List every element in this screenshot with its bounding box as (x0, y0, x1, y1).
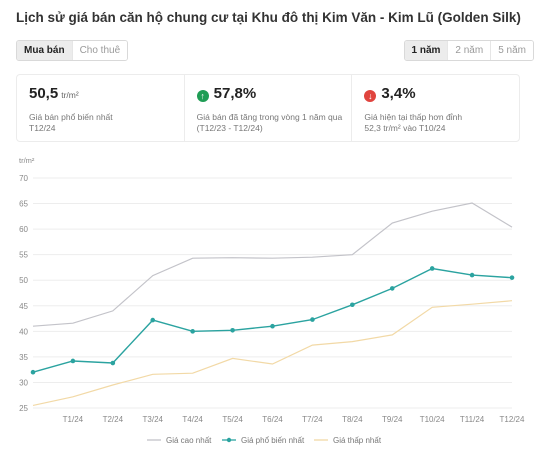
page-title: Lịch sử giá bán căn hộ chung cư tại Khu … (16, 10, 521, 25)
tab-sell[interactable]: Mua bán (17, 41, 72, 60)
stat-common-period: T12/24 (29, 123, 56, 133)
y-tick-label: 55 (19, 251, 28, 260)
x-tick-label: T6/24 (262, 415, 283, 424)
data-point-common (230, 328, 235, 333)
y-tick-label: 35 (19, 353, 28, 362)
x-tick-label: T7/24 (302, 415, 323, 424)
data-point-common (30, 369, 36, 375)
stat-increase: ↑ 57,8% Giá bán đã tăng trong vòng 1 năm… (183, 75, 352, 141)
y-tick-label: 25 (19, 404, 28, 413)
x-tick-label: T5/24 (222, 415, 243, 424)
transaction-type-toggle: Mua bán Cho thuê (16, 40, 129, 61)
stat-increase-value: 57,8% (213, 85, 257, 102)
series-line-low (32, 300, 513, 406)
time-range-toggle: 1 năm 2 năm 5 năm (403, 40, 534, 61)
legend-label-common: Giá phổ biến nhất (241, 436, 305, 445)
tab-rent[interactable]: Cho thuê (71, 41, 128, 60)
stat-increase-period: (T12/23 - T12/24) (196, 123, 263, 133)
y-tick-label: 45 (19, 302, 28, 311)
y-tick-label: 50 (19, 276, 28, 285)
price-history-chart: tr/m² 25 30 35 40 45 50 55 60 65 70 T1/24 T2/24 T3/24… (19, 156, 525, 445)
range-1-year[interactable]: 1 năm (404, 41, 448, 60)
x-tick-label: T3/24 (143, 415, 164, 424)
x-tick-label: T12/24 (500, 415, 525, 424)
stat-decrease-desc: Giá hiện tại thấp hơn đỉnh (364, 112, 463, 122)
stat-decrease: ↓ 3,4% Giá hiện tại thấp hơn đỉnh 52,3 t… (351, 75, 519, 141)
stat-increase-desc: Giá bán đã tăng trong vòng 1 năm qua (196, 112, 343, 122)
x-tick-label: T11/24 (460, 415, 485, 424)
range-2-years[interactable]: 2 năm (447, 41, 491, 60)
x-tick-label: T1/24 (63, 415, 84, 424)
series-line-high (32, 202, 513, 327)
legend-label-high: Giá cao nhất (166, 436, 212, 445)
y-tick-label: 30 (19, 378, 28, 387)
data-point-common (469, 272, 475, 278)
stat-common-unit: tr/m² (61, 90, 79, 100)
data-point-common (190, 329, 195, 334)
stats-panel: 50,5 tr/m² Giá bán phổ biến nhất T12/24 … (16, 74, 520, 142)
arrow-up-icon: ↑ (196, 90, 209, 102)
stat-common-price: 50,5 tr/m² Giá bán phổ biến nhất T12/24 (17, 75, 184, 141)
data-point-common (70, 358, 76, 364)
data-point-common (270, 323, 275, 329)
legend-marker-common (226, 437, 232, 443)
x-tick-label: T10/24 (420, 415, 445, 424)
data-point-common (110, 360, 116, 366)
x-tick-label: T2/24 (103, 415, 124, 424)
x-tick-label: T9/24 (382, 415, 403, 424)
x-tick-label: T4/24 (182, 415, 203, 424)
y-tick-label: 60 (19, 225, 28, 234)
x-tick-label: T8/24 (342, 415, 363, 424)
stat-common-desc: Giá bán phổ biến nhất (29, 112, 113, 122)
arrow-down-icon: ↓ (364, 90, 377, 102)
legend-label-low: Giá thấp nhất (333, 436, 382, 445)
data-point-common (429, 266, 435, 271)
stat-common-value: 50,5 (29, 85, 59, 102)
y-axis-unit-label: tr/m² (19, 156, 35, 165)
stat-decrease-value: 3,4% (381, 85, 416, 102)
data-point-common (150, 317, 156, 323)
y-tick-label: 65 (19, 200, 28, 209)
y-tick-label: 40 (19, 327, 28, 336)
range-5-years[interactable]: 5 năm (490, 41, 533, 60)
data-point-common (509, 275, 515, 280)
stat-decrease-peak: 52,3 tr/m² vào T10/24 (364, 123, 446, 133)
data-point-common (310, 317, 315, 322)
data-point-common (350, 302, 355, 308)
data-point-common (389, 286, 395, 291)
y-tick-label: 70 (19, 174, 28, 183)
